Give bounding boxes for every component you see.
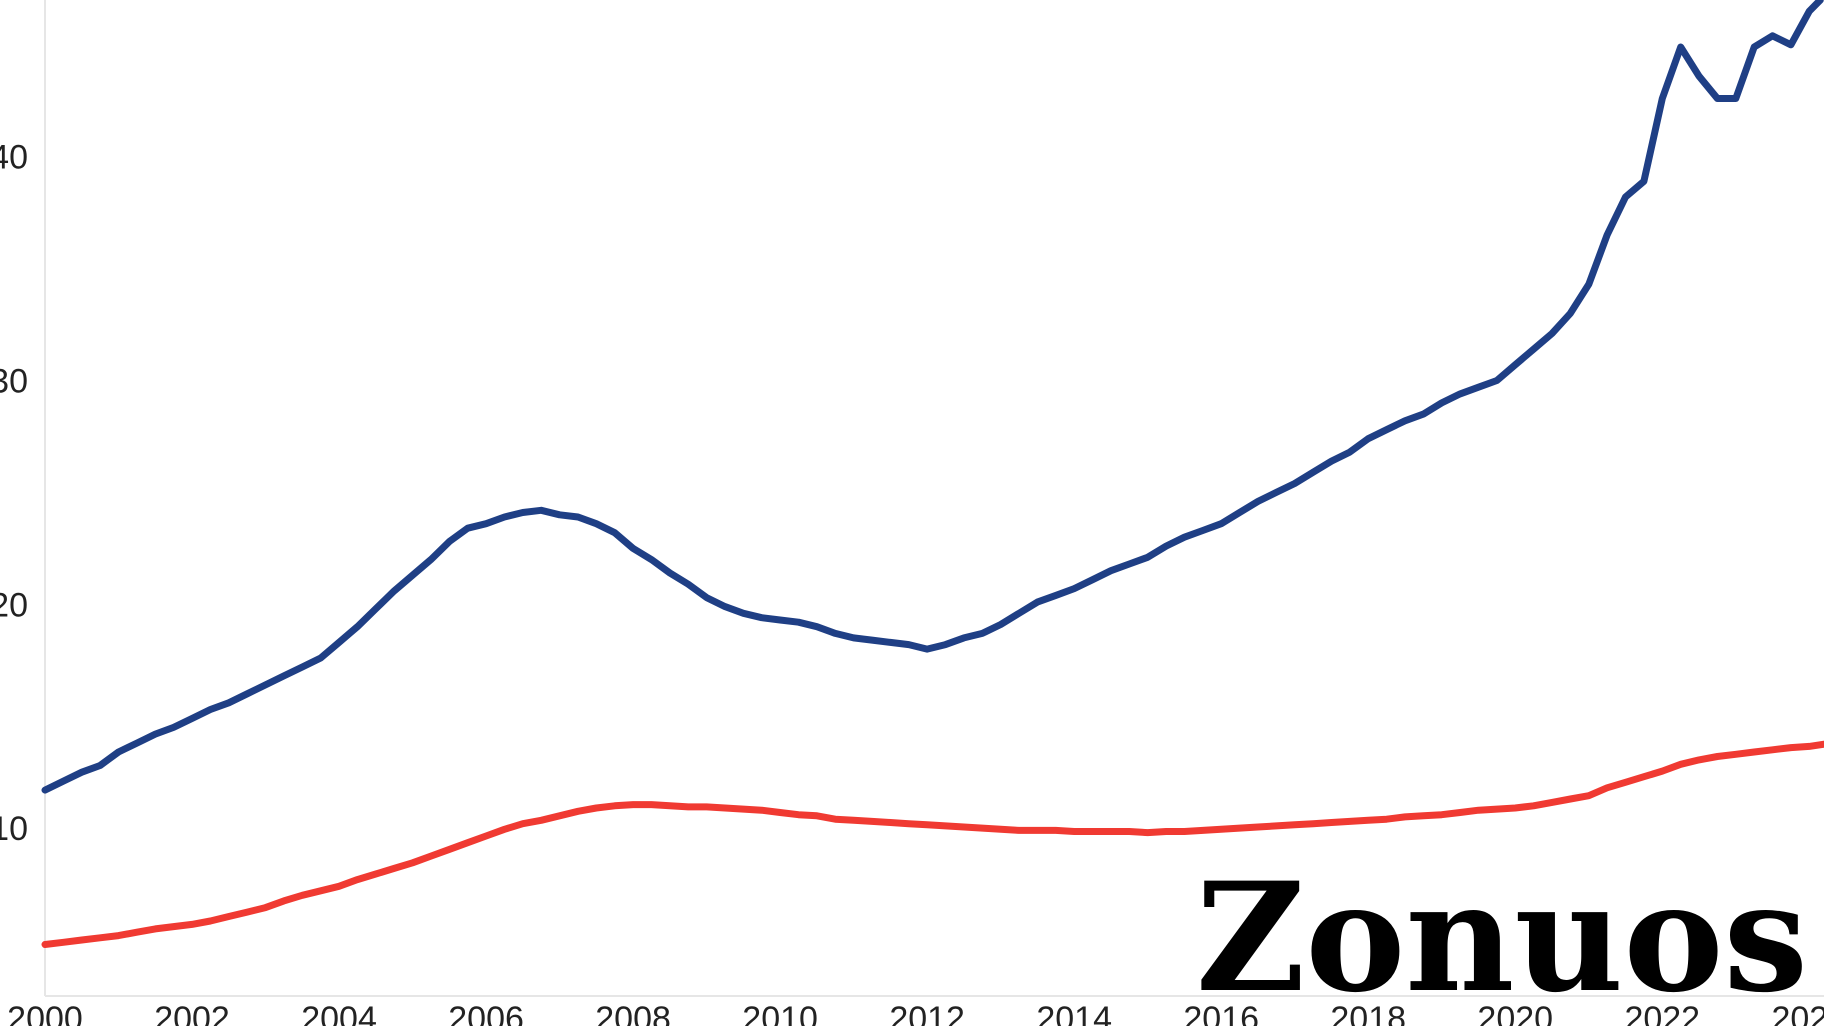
x-tick-label: 2000 xyxy=(7,1000,83,1026)
y-tick-label: 30 xyxy=(0,362,28,400)
y-tick-label: 10 xyxy=(0,810,28,848)
series-line-2 xyxy=(41,740,1824,948)
x-tick-label: 2010 xyxy=(742,1000,818,1026)
x-tick-label: 2006 xyxy=(448,1000,524,1026)
x-tick-label: 2014 xyxy=(1036,1000,1112,1026)
series-layer xyxy=(41,0,1824,948)
axes xyxy=(44,0,1824,997)
y-tick-label: 20 xyxy=(0,586,28,624)
x-tick-label: 2008 xyxy=(595,1000,671,1026)
x-tick-label: 2012 xyxy=(889,1000,965,1026)
series-line-1 xyxy=(41,0,1824,794)
x-tick-label: 2004 xyxy=(301,1000,377,1026)
y-axis-ticks: 10 20 30 40 xyxy=(0,139,28,848)
watermark-text: Zonuos xyxy=(1196,850,1808,1026)
y-tick-label: 40 xyxy=(0,139,28,177)
x-tick-label: 2002 xyxy=(154,1000,230,1026)
